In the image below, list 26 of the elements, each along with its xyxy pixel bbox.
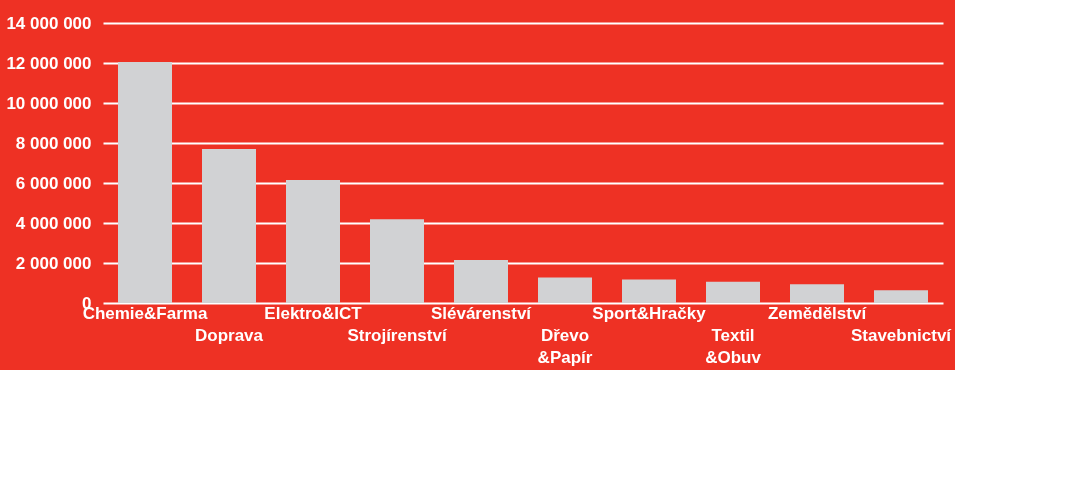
bar	[286, 180, 340, 303]
bar	[706, 281, 760, 303]
bar	[202, 149, 256, 303]
x-tick-label: Sport&Hračky	[592, 303, 707, 323]
x-tick-label: Elektro&ICT	[264, 303, 363, 323]
bar	[538, 277, 592, 303]
y-tick-label: 4 000 000	[15, 213, 92, 233]
x-tick-label: Doprava	[194, 325, 264, 345]
x-tick-label: Stavebnictví	[850, 325, 953, 345]
y-tick-label: 8 000 000	[15, 133, 92, 153]
bar	[622, 279, 676, 303]
bar	[118, 62, 172, 303]
bar	[454, 260, 508, 303]
x-tick-label: Zemědělství	[767, 303, 868, 323]
y-tick-label: 14 000 000	[6, 13, 92, 33]
x-tick-label: Strojírenství	[347, 325, 448, 345]
bar	[874, 290, 928, 303]
y-tick-label: 6 000 000	[15, 173, 92, 193]
y-tick-label: 10 000 000	[6, 93, 92, 113]
x-tick-label: Textil &Obuv	[705, 325, 762, 367]
x-tick-label: Slévárenství	[430, 303, 533, 323]
bar	[790, 284, 844, 303]
y-tick-label: 2 000 000	[15, 253, 92, 273]
bar	[370, 219, 424, 303]
x-tick-label: Dřevo &Papír	[537, 325, 593, 367]
y-tick-label: 12 000 000	[6, 53, 92, 73]
